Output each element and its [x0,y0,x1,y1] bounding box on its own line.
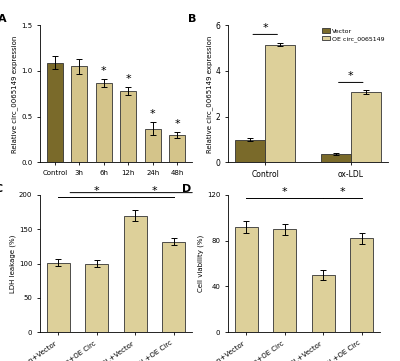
Bar [162,242,185,332]
Bar [350,238,373,332]
Bar [351,92,381,162]
Bar [120,91,136,162]
Text: *: * [340,187,345,197]
Text: C: C [0,184,2,194]
Y-axis label: Cell viability (%): Cell viability (%) [198,235,204,292]
Bar [47,263,70,332]
Bar [235,140,265,162]
Legend: Vector, OE circ_0065149: Vector, OE circ_0065149 [322,29,385,42]
Text: D: D [182,184,192,194]
Text: *: * [126,74,131,84]
Y-axis label: Relative circ_0065149 expression: Relative circ_0065149 expression [206,35,213,153]
Text: *: * [152,186,157,196]
Text: *: * [282,187,288,197]
Text: *: * [101,66,106,75]
Bar [71,66,87,162]
Bar [169,135,185,162]
Bar [321,154,351,162]
Text: *: * [348,71,354,81]
Bar [265,45,295,162]
Bar [124,216,147,332]
Text: B: B [188,14,196,24]
Text: *: * [94,186,100,196]
Text: *: * [150,109,156,118]
Bar [96,83,112,162]
Y-axis label: Relative circ_0065149 expression: Relative circ_0065149 expression [12,35,18,153]
Bar [273,229,296,332]
Y-axis label: LDH leakage (%): LDH leakage (%) [10,234,16,293]
Bar [47,63,63,162]
Bar [312,275,335,332]
Bar [235,227,258,332]
Bar [85,264,108,332]
Text: A: A [0,14,6,24]
Text: *: * [262,23,268,32]
Text: *: * [174,119,180,129]
Bar [145,129,161,162]
Text: ox-LDL: ox-LDL [119,204,143,210]
